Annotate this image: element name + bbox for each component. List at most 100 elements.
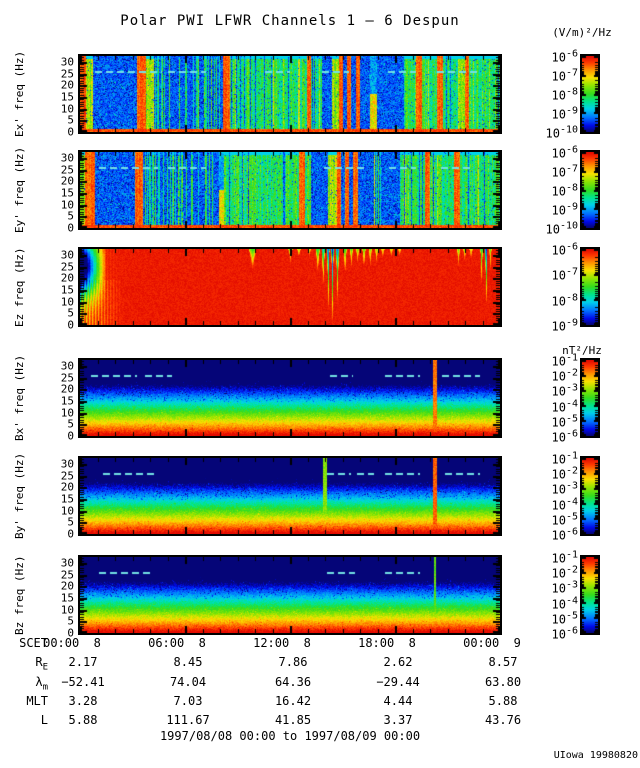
panel-bz-ylabel: Bz freq (Hz) [13, 555, 26, 635]
eph-value: 111.67 [166, 713, 210, 727]
panel-by-colorbar-labels: 10-1 10-2 10-3 10-4 10-5 10-6 [496, 451, 579, 542]
freq-tick-label: 15 [60, 283, 74, 297]
freq-tick-label: 15 [60, 591, 74, 605]
panel-bz: Bz freq (Hz) 0 5 10 15 20 25 30 10-1 10-2 10-3 10… [0, 550, 640, 641]
panel-ex-colorbar [580, 54, 600, 134]
eph-row-re: RE 2.17 8.45 7.86 2.62 8.57 [0, 655, 640, 672]
eph-value: 5.88 [68, 713, 98, 727]
panel-ex-spectrogram-canvas [80, 56, 500, 132]
colorbar-tick-label: 10-2 [551, 367, 579, 384]
freq-tick-label: 20 [60, 271, 74, 285]
panel-bz-colorbar-canvas [582, 557, 598, 633]
colorbar-tick-label: 10-6 [551, 526, 579, 543]
panel-ey-ylabel: Ey' freq (Hz) [13, 146, 26, 234]
panel-by-spectrogram [78, 456, 502, 536]
colorbar-tick-label: 10-1 [551, 450, 579, 467]
freq-tick-label: 30 [60, 457, 74, 471]
colorbar-tick-label: 10-9 [551, 201, 579, 218]
panel-bx-colorbar [580, 358, 600, 438]
magnetic-unit-label: nT²/Hz [562, 344, 602, 357]
panel-ey-colorbar-canvas [582, 152, 598, 228]
colorbar-tick-label: 10-2 [551, 465, 579, 482]
freq-tick-label: 0 [67, 318, 74, 332]
colorbar-tick-label: 10-1 [551, 352, 579, 369]
panel-ey-spectrogram [78, 150, 502, 230]
eph-value: 3.37 [383, 713, 413, 727]
freq-tick-label: 0 [67, 429, 74, 443]
freq-tick-label: 25 [60, 568, 74, 582]
panel-bx-ylabel: Bx' freq (Hz) [13, 354, 26, 442]
eph-value: 41.85 [274, 713, 312, 727]
freq-tick-label: 0 [67, 125, 74, 139]
panel-ey: Ey' freq (Hz) 0 5 10 15 20 25 30 10-6 10-7 10-8 1… [0, 145, 640, 236]
lambda-row-label: λm [35, 675, 48, 693]
l-row-values: 5.88 111.67 41.85 3.37 43.76 [0, 713, 640, 729]
panel-bz-colorbar [580, 555, 600, 635]
time-axis-row: SCET 00:00 8 06:00 8 12:00 8 18:00 8 00:00 9 [0, 636, 640, 652]
panel-by-ytick-labels: 0 5 10 15 20 25 30 [44, 457, 76, 539]
time-tick-label: 18:00 8 [358, 636, 416, 650]
freq-tick-label: 5 [67, 614, 74, 628]
time-tick-label: 00:00 8 [43, 636, 101, 650]
panel-by-spectrogram-canvas [80, 458, 500, 534]
eph-value: 5.88 [488, 694, 518, 708]
eph-value: 2.17 [68, 655, 98, 669]
freq-tick-label: 25 [60, 163, 74, 177]
colorbar-tick-label: 10-8 [551, 292, 579, 309]
panel-ey-spectrogram-canvas [80, 152, 500, 228]
eph-value: 74.04 [169, 675, 207, 689]
colorbar-tick-label: 10-10 [545, 124, 578, 141]
l-row-label: L [40, 713, 48, 727]
freq-tick-label: 20 [60, 579, 74, 593]
freq-tick-label: 25 [60, 371, 74, 385]
eph-value: −29.44 [376, 675, 420, 689]
freq-tick-label: 15 [60, 186, 74, 200]
eph-value: −52.41 [61, 675, 105, 689]
panel-bx-spectrogram-canvas [80, 360, 500, 436]
panel-ez-colorbar [580, 247, 600, 327]
eph-row-l: L 5.88 111.67 41.85 3.37 43.76 [0, 713, 640, 729]
colorbar-tick-label: 10-3 [551, 480, 579, 497]
eph-value: 4.44 [383, 694, 413, 708]
time-tick-label: 00:00 9 [463, 636, 521, 650]
freq-tick-label: 10 [60, 603, 74, 617]
freq-tick-label: 30 [60, 248, 74, 262]
eph-value: 7.03 [173, 694, 203, 708]
colorbar-tick-label: 10-9 [551, 105, 579, 122]
panel-ex-ytick-labels: 0 5 10 15 20 25 30 [44, 55, 76, 137]
colorbar-tick-label: 10-4 [551, 398, 579, 415]
freq-tick-label: 0 [67, 221, 74, 235]
freq-tick-label: 30 [60, 55, 74, 69]
colorbar-tick-label: 10-5 [551, 610, 579, 627]
panel-ex-colorbar-labels: 10-6 10-7 10-8 10-9 10-10 [496, 49, 579, 140]
colorbar-tick-label: 10-5 [551, 413, 579, 430]
panel-by-ylabel: By' freq (Hz) [13, 452, 26, 540]
colorbar-tick-label: 10-6 [551, 144, 579, 161]
eph-value: 2.62 [383, 655, 413, 669]
freq-tick-label: 30 [60, 359, 74, 373]
eph-row-lambda: λm −52.41 74.04 64.36 −29.44 63.80 [0, 675, 640, 692]
colorbar-tick-label: 10-8 [551, 182, 579, 199]
panel-bx: Bx' freq (Hz) 0 5 10 15 20 25 30 10-1 10-2 10-3 1… [0, 353, 640, 444]
freq-tick-label: 10 [60, 406, 74, 420]
panel-bz-colorbar-labels: 10-1 10-2 10-3 10-4 10-5 10-6 [496, 550, 579, 641]
freq-tick-label: 25 [60, 260, 74, 274]
freq-tick-label: 10 [60, 198, 74, 212]
freq-tick-label: 10 [60, 102, 74, 116]
eph-value: 43.76 [484, 713, 522, 727]
panel-ex-ylabel: Ex' freq (Hz) [13, 50, 26, 138]
panel-bz-spectrogram-canvas [80, 557, 500, 633]
lambda-row-values: −52.41 74.04 64.36 −29.44 63.80 [0, 675, 640, 691]
panel-bx-spectrogram [78, 358, 502, 438]
credit-label: UIowa 19980820 [553, 750, 638, 761]
panel-bx-ytick-labels: 0 5 10 15 20 25 30 [44, 359, 76, 441]
freq-tick-label: 5 [67, 306, 74, 320]
panel-bx-colorbar-labels: 10-1 10-2 10-3 10-4 10-5 10-6 [496, 353, 579, 444]
re-row-label: RE [35, 655, 48, 673]
panel-ex-colorbar-canvas [582, 56, 598, 132]
eph-value: 8.57 [488, 655, 518, 669]
colorbar-tick-label: 10-6 [551, 625, 579, 642]
freq-tick-label: 15 [60, 90, 74, 104]
eph-value: 63.80 [484, 675, 522, 689]
